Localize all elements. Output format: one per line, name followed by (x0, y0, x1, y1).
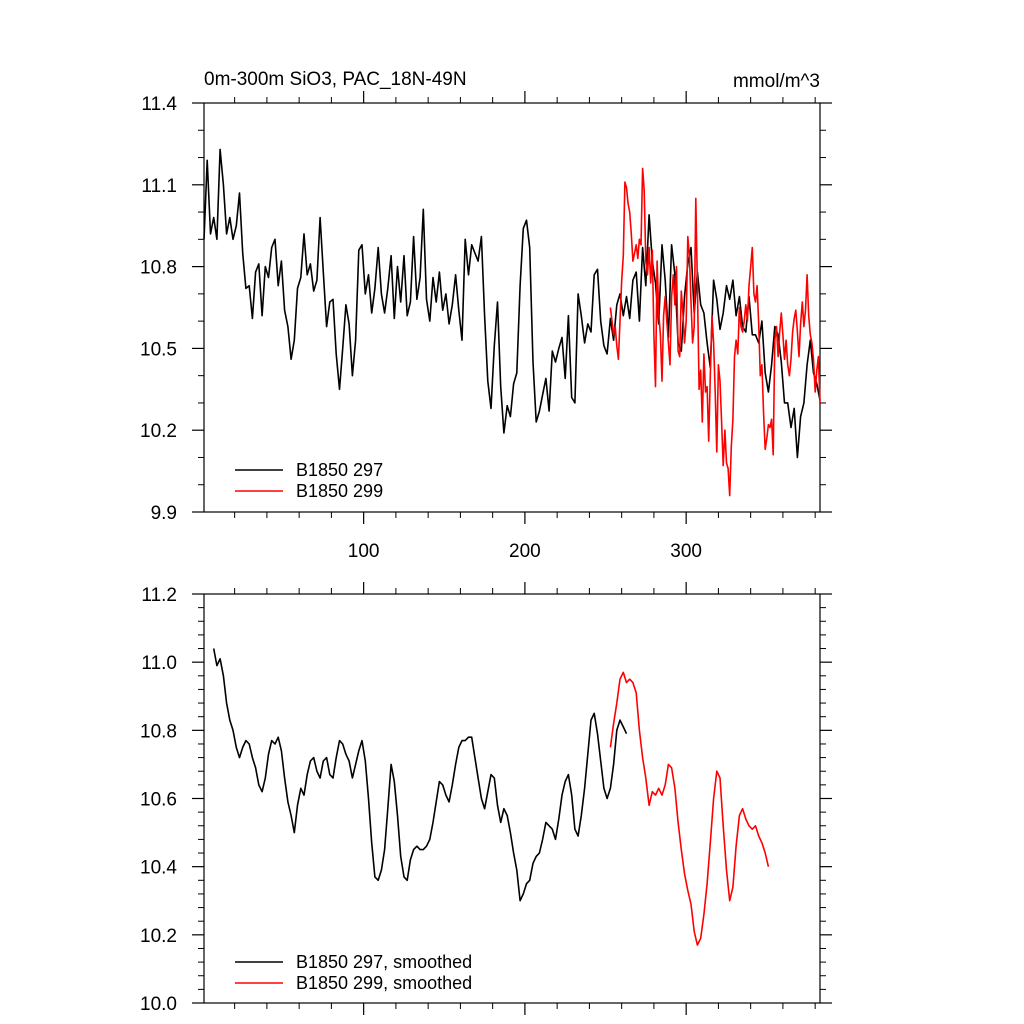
top-y-tick-label: 10.8 (140, 258, 177, 279)
legend-label-b1850-297-smoothed: B1850 297, smoothed (296, 952, 472, 972)
bottom-y-tick-label: 10.2 (140, 926, 177, 947)
top-y-tick-label: 10.5 (140, 339, 177, 360)
bottom-axes: 10.0 10.2 10.4 10.6 10.8 11.0 11.2 (140, 582, 832, 1015)
top-y-tick-label: 11.1 (141, 176, 177, 197)
bottom-plot-frame (203, 593, 821, 1004)
top-x-tick-label: 300 (670, 541, 702, 562)
bottom-y-tick-label: 10.8 (140, 721, 177, 742)
legend-label-b1850-299-smoothed: B1850 299, smoothed (296, 973, 472, 993)
top-series-line-1 (203, 148, 821, 459)
legend-label-b1850-299: B1850 299 (296, 481, 383, 501)
bottom-y-tick-label: 11.0 (141, 653, 177, 674)
chart-title: 0m-300m SiO3, PAC_18N-49N (204, 69, 467, 90)
top-axes: 9.9 10.2 10.5 10.8 11.1 11.4 100 200 300 (140, 91, 832, 562)
top-y-tick-label: 11.4 (141, 94, 177, 115)
bottom-series-line-2 (609, 671, 770, 946)
top-plot-frame (203, 102, 821, 513)
bottom-legend: B1850 297, smoothed B1850 299, smoothed (235, 952, 472, 993)
top-y-tick-label: 10.2 (140, 421, 177, 442)
bottom-y-tick-label: 10.4 (140, 858, 177, 879)
legend-label-b1850-297: B1850 297 (296, 460, 383, 480)
top-panel: 0m-300m SiO3, PAC_18N-49N mmol/m^3 9.9 10… (140, 69, 832, 562)
top-x-tick-label: 200 (509, 541, 541, 562)
top-y-tick-label: 9.9 (151, 503, 177, 524)
units-label: mmol/m^3 (733, 71, 820, 92)
bottom-panel: 10.0 10.2 10.4 10.6 10.8 11.0 11.2 B1850 297, … (140, 582, 832, 1015)
bottom-series-line-1 (212, 648, 628, 902)
bottom-y-tick-label: 10.0 (140, 994, 177, 1015)
top-series (203, 148, 821, 497)
top-legend: B1850 297 B1850 299 (235, 460, 383, 501)
bottom-y-tick-label: 11.2 (141, 585, 177, 606)
top-series-line-2 (609, 167, 821, 497)
bottom-y-tick-label: 10.6 (140, 790, 177, 811)
bottom-series (212, 648, 770, 946)
top-x-tick-label: 100 (348, 541, 380, 562)
